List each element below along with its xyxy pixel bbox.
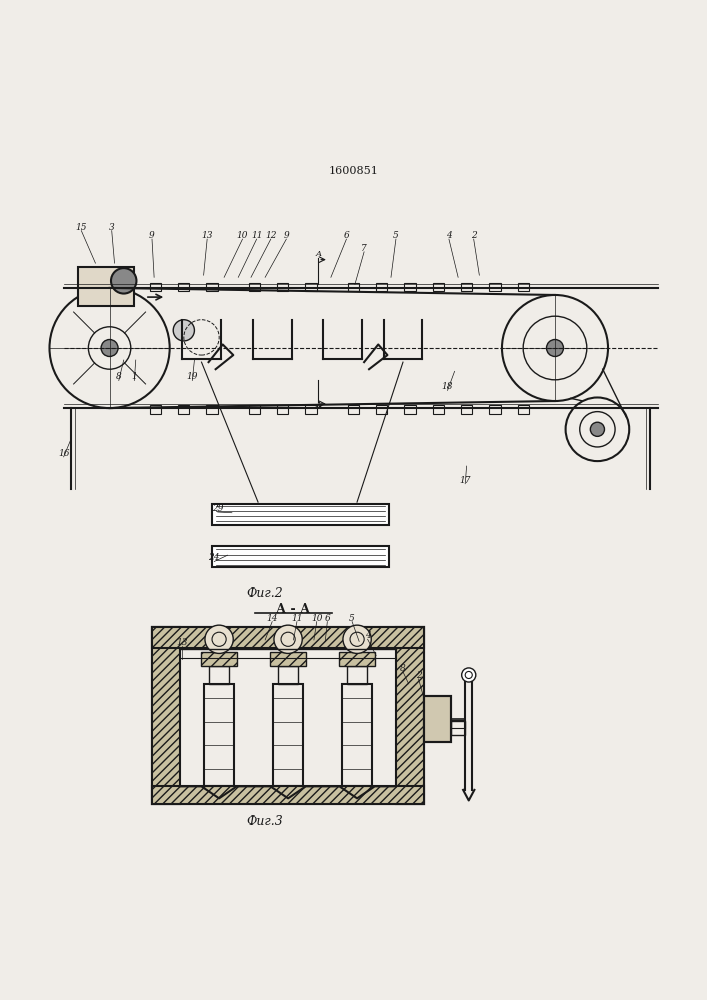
Text: 1: 1 bbox=[132, 372, 137, 381]
Polygon shape bbox=[152, 627, 424, 648]
Text: 8: 8 bbox=[400, 664, 406, 673]
Text: 11: 11 bbox=[291, 614, 303, 623]
Bar bbox=[206, 283, 218, 291]
Bar bbox=[209, 666, 229, 684]
Text: 9: 9 bbox=[284, 231, 289, 240]
Bar bbox=[376, 405, 387, 414]
Text: 2: 2 bbox=[471, 231, 477, 240]
Text: 13: 13 bbox=[201, 231, 213, 240]
Bar bbox=[273, 684, 303, 786]
Text: 15: 15 bbox=[76, 223, 87, 232]
Bar bbox=[433, 405, 444, 414]
Bar bbox=[404, 405, 416, 414]
Text: Фиг.3: Фиг.3 bbox=[247, 815, 284, 828]
Text: 7: 7 bbox=[361, 244, 367, 253]
Text: 29: 29 bbox=[212, 504, 223, 513]
Text: 5: 5 bbox=[349, 614, 355, 623]
Bar bbox=[150, 405, 161, 414]
Bar bbox=[152, 627, 424, 804]
Text: 9: 9 bbox=[149, 231, 155, 240]
Polygon shape bbox=[152, 786, 424, 804]
Bar bbox=[178, 405, 189, 414]
Bar bbox=[451, 720, 465, 728]
Bar bbox=[518, 405, 529, 414]
Text: 17: 17 bbox=[460, 476, 471, 485]
Bar bbox=[461, 283, 472, 291]
Bar bbox=[152, 627, 180, 804]
Bar bbox=[489, 405, 501, 414]
Text: 1600851: 1600851 bbox=[329, 166, 378, 176]
Bar bbox=[347, 666, 367, 684]
Bar bbox=[348, 283, 359, 291]
Bar bbox=[277, 405, 288, 414]
Bar bbox=[277, 283, 288, 291]
Bar bbox=[342, 684, 372, 786]
Circle shape bbox=[111, 268, 136, 294]
Polygon shape bbox=[152, 627, 180, 804]
Bar bbox=[396, 627, 424, 804]
Text: A: A bbox=[315, 250, 321, 258]
Text: А - А: А - А bbox=[276, 603, 310, 616]
Text: 6: 6 bbox=[344, 231, 349, 240]
Polygon shape bbox=[396, 627, 424, 804]
Text: 16: 16 bbox=[58, 449, 69, 458]
Circle shape bbox=[274, 625, 302, 653]
Text: 12: 12 bbox=[265, 231, 276, 240]
Text: 8: 8 bbox=[116, 372, 122, 381]
Bar bbox=[212, 504, 389, 525]
Text: 6: 6 bbox=[325, 614, 330, 623]
Circle shape bbox=[590, 422, 604, 436]
Bar bbox=[178, 283, 189, 291]
Text: 13: 13 bbox=[177, 638, 188, 647]
Text: 4: 4 bbox=[446, 231, 452, 240]
Bar bbox=[152, 786, 424, 804]
Bar bbox=[424, 696, 451, 742]
Bar bbox=[348, 405, 359, 414]
Bar bbox=[152, 627, 424, 648]
Bar bbox=[404, 283, 416, 291]
Text: A: A bbox=[315, 401, 321, 409]
Bar bbox=[376, 283, 387, 291]
Bar bbox=[269, 652, 306, 666]
Bar bbox=[204, 684, 234, 786]
Bar bbox=[451, 721, 465, 735]
Text: 10: 10 bbox=[311, 614, 322, 623]
Text: 10: 10 bbox=[237, 231, 248, 240]
Text: 5: 5 bbox=[393, 231, 399, 240]
Bar bbox=[518, 283, 529, 291]
Text: 19: 19 bbox=[187, 372, 198, 381]
Text: 11: 11 bbox=[251, 231, 262, 240]
Text: 24: 24 bbox=[209, 553, 220, 562]
Bar bbox=[339, 652, 375, 666]
Circle shape bbox=[462, 668, 476, 682]
Text: Фиг.2: Фиг.2 bbox=[247, 587, 284, 600]
Bar bbox=[278, 666, 298, 684]
Text: 3: 3 bbox=[109, 223, 115, 232]
Text: 4: 4 bbox=[365, 631, 370, 640]
Bar bbox=[305, 283, 317, 291]
Circle shape bbox=[205, 625, 233, 653]
Text: 14: 14 bbox=[267, 614, 278, 623]
Bar bbox=[206, 405, 218, 414]
Circle shape bbox=[173, 320, 194, 341]
Bar bbox=[424, 696, 451, 742]
Bar bbox=[249, 283, 260, 291]
Text: 18: 18 bbox=[442, 382, 453, 391]
Bar bbox=[433, 283, 444, 291]
Bar bbox=[78, 267, 134, 306]
Text: 2: 2 bbox=[416, 671, 421, 680]
Bar bbox=[489, 283, 501, 291]
Circle shape bbox=[101, 340, 118, 356]
Bar bbox=[201, 652, 238, 666]
Bar bbox=[212, 546, 389, 567]
Bar bbox=[249, 405, 260, 414]
Circle shape bbox=[343, 625, 371, 653]
Bar bbox=[305, 405, 317, 414]
Bar bbox=[461, 405, 472, 414]
Bar bbox=[150, 283, 161, 291]
Circle shape bbox=[547, 340, 563, 356]
